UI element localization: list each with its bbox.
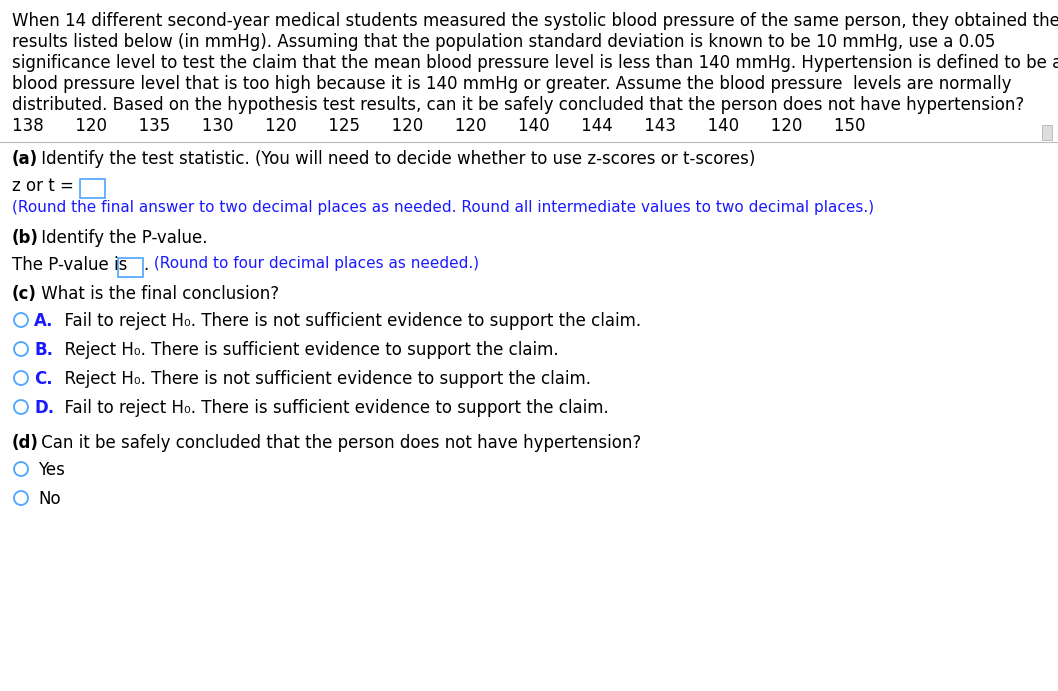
- Text: .: .: [143, 256, 148, 274]
- Circle shape: [14, 313, 28, 327]
- Text: significance level to test the claim that the mean blood pressure level is less : significance level to test the claim tha…: [12, 54, 1058, 72]
- Text: Reject H₀. There is sufficient evidence to support the claim.: Reject H₀. There is sufficient evidence …: [54, 341, 559, 359]
- Text: Identify the P-value.: Identify the P-value.: [36, 229, 207, 247]
- Text: Fail to reject H₀. There is sufficient evidence to support the claim.: Fail to reject H₀. There is sufficient e…: [54, 399, 608, 417]
- Text: No: No: [38, 490, 60, 508]
- Text: B.: B.: [34, 341, 53, 359]
- Text: Can it be safely concluded that the person does not have hypertension?: Can it be safely concluded that the pers…: [36, 434, 641, 452]
- Text: When 14 different second-year medical students measured the systolic blood press: When 14 different second-year medical st…: [12, 12, 1058, 30]
- Text: Reject H₀. There is not sufficient evidence to support the claim.: Reject H₀. There is not sufficient evide…: [54, 370, 591, 388]
- Circle shape: [14, 371, 28, 385]
- Text: results listed below (in mmHg). Assuming that the population standard deviation : results listed below (in mmHg). Assuming…: [12, 33, 996, 51]
- Text: What is the final conclusion?: What is the final conclusion?: [36, 285, 279, 303]
- FancyBboxPatch shape: [79, 178, 105, 198]
- Text: (Round the final answer to two decimal places as needed. Round all intermediate : (Round the final answer to two decimal p…: [12, 200, 874, 215]
- Text: blood pressure level that is too high because it is 140 mmHg or greater. Assume : blood pressure level that is too high be…: [12, 75, 1011, 93]
- Text: C.: C.: [34, 370, 53, 388]
- Text: z or t =: z or t =: [12, 177, 74, 195]
- Text: D.: D.: [34, 399, 54, 417]
- Text: Identify the test statistic. (You will need to decide whether to use z-scores or: Identify the test statistic. (You will n…: [36, 150, 755, 168]
- Text: A.: A.: [34, 312, 54, 330]
- Circle shape: [14, 462, 28, 476]
- Text: 138      120      135      130      120      125      120      120      140     : 138 120 135 130 120 125 120 120 140: [12, 117, 865, 135]
- Circle shape: [14, 491, 28, 505]
- Circle shape: [14, 400, 28, 414]
- Text: The P-value is: The P-value is: [12, 256, 132, 274]
- Circle shape: [14, 342, 28, 356]
- Text: Yes: Yes: [38, 461, 65, 479]
- Text: (c): (c): [12, 285, 37, 303]
- Text: distributed. Based on the hypothesis test results, can it be safely concluded th: distributed. Based on the hypothesis tes…: [12, 96, 1024, 114]
- FancyBboxPatch shape: [117, 258, 143, 276]
- Text: Fail to reject H₀. There is not sufficient evidence to support the claim.: Fail to reject H₀. There is not sufficie…: [54, 312, 641, 330]
- Text: (d): (d): [12, 434, 39, 452]
- Text: (a): (a): [12, 150, 38, 168]
- FancyBboxPatch shape: [1042, 125, 1052, 140]
- Text: (Round to four decimal places as needed.): (Round to four decimal places as needed.…: [149, 256, 479, 271]
- Text: (b): (b): [12, 229, 39, 247]
